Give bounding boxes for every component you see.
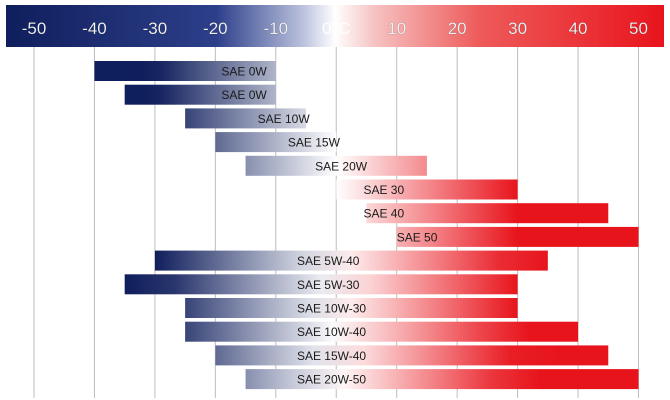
x-tick-label: -40 xyxy=(82,19,107,38)
bar-label: SAE 10W-40 xyxy=(297,325,366,339)
tick-label-group: -50 -40 -30 -20 -10 0°C 10 20 30 40 50 xyxy=(21,19,648,39)
bar xyxy=(124,274,518,295)
bar xyxy=(215,132,337,153)
bar xyxy=(215,345,609,366)
bar-label: SAE 30 xyxy=(363,183,404,197)
bar xyxy=(245,369,639,390)
bar-label: SAE 10W-30 xyxy=(297,302,366,316)
bar xyxy=(154,250,548,271)
bar-label: SAE 15W-40 xyxy=(297,349,366,363)
bar xyxy=(94,61,276,81)
x-tick-label: -20 xyxy=(203,19,228,38)
x-tick-label: -10 xyxy=(264,19,289,38)
bar-label: SAE 5W-40 xyxy=(297,254,360,268)
bar-label: SAE 5W-30 xyxy=(297,278,360,292)
bar xyxy=(185,298,518,318)
bar xyxy=(366,203,609,224)
x-tick-label: 30 xyxy=(508,19,527,38)
bar xyxy=(185,321,579,342)
x-tick-label: -30 xyxy=(143,19,168,38)
temperature-scale-header xyxy=(6,5,664,47)
bar-label: SAE 10W xyxy=(258,112,311,126)
bar-label: SAE 20W-50 xyxy=(297,373,366,387)
bar-label: SAE 0W xyxy=(221,88,267,102)
bar xyxy=(124,84,276,105)
x-tick-label: 10 xyxy=(387,19,406,38)
bar xyxy=(336,179,518,200)
bar-label-group: SAE 0W SAE 0W SAE 10W SAE 15W SAE 20W SAE 30 S… xyxy=(221,65,437,387)
bar-label: SAE 0W xyxy=(221,65,267,79)
x-tick-label: 50 xyxy=(629,19,648,38)
x-tick-label: -50 xyxy=(22,19,47,38)
bar xyxy=(396,226,639,247)
bar-group xyxy=(94,61,639,390)
bar-label: SAE 50 xyxy=(397,230,438,244)
bar-label: SAE 20W xyxy=(315,159,368,173)
bar-label: SAE 15W xyxy=(288,136,341,150)
bar xyxy=(245,155,427,176)
bar xyxy=(185,108,307,129)
bar-label: SAE 40 xyxy=(363,207,404,221)
x-tick-label: 0°C xyxy=(322,19,351,38)
x-tick-label: 20 xyxy=(448,19,467,38)
x-tick-label: 40 xyxy=(569,19,588,38)
